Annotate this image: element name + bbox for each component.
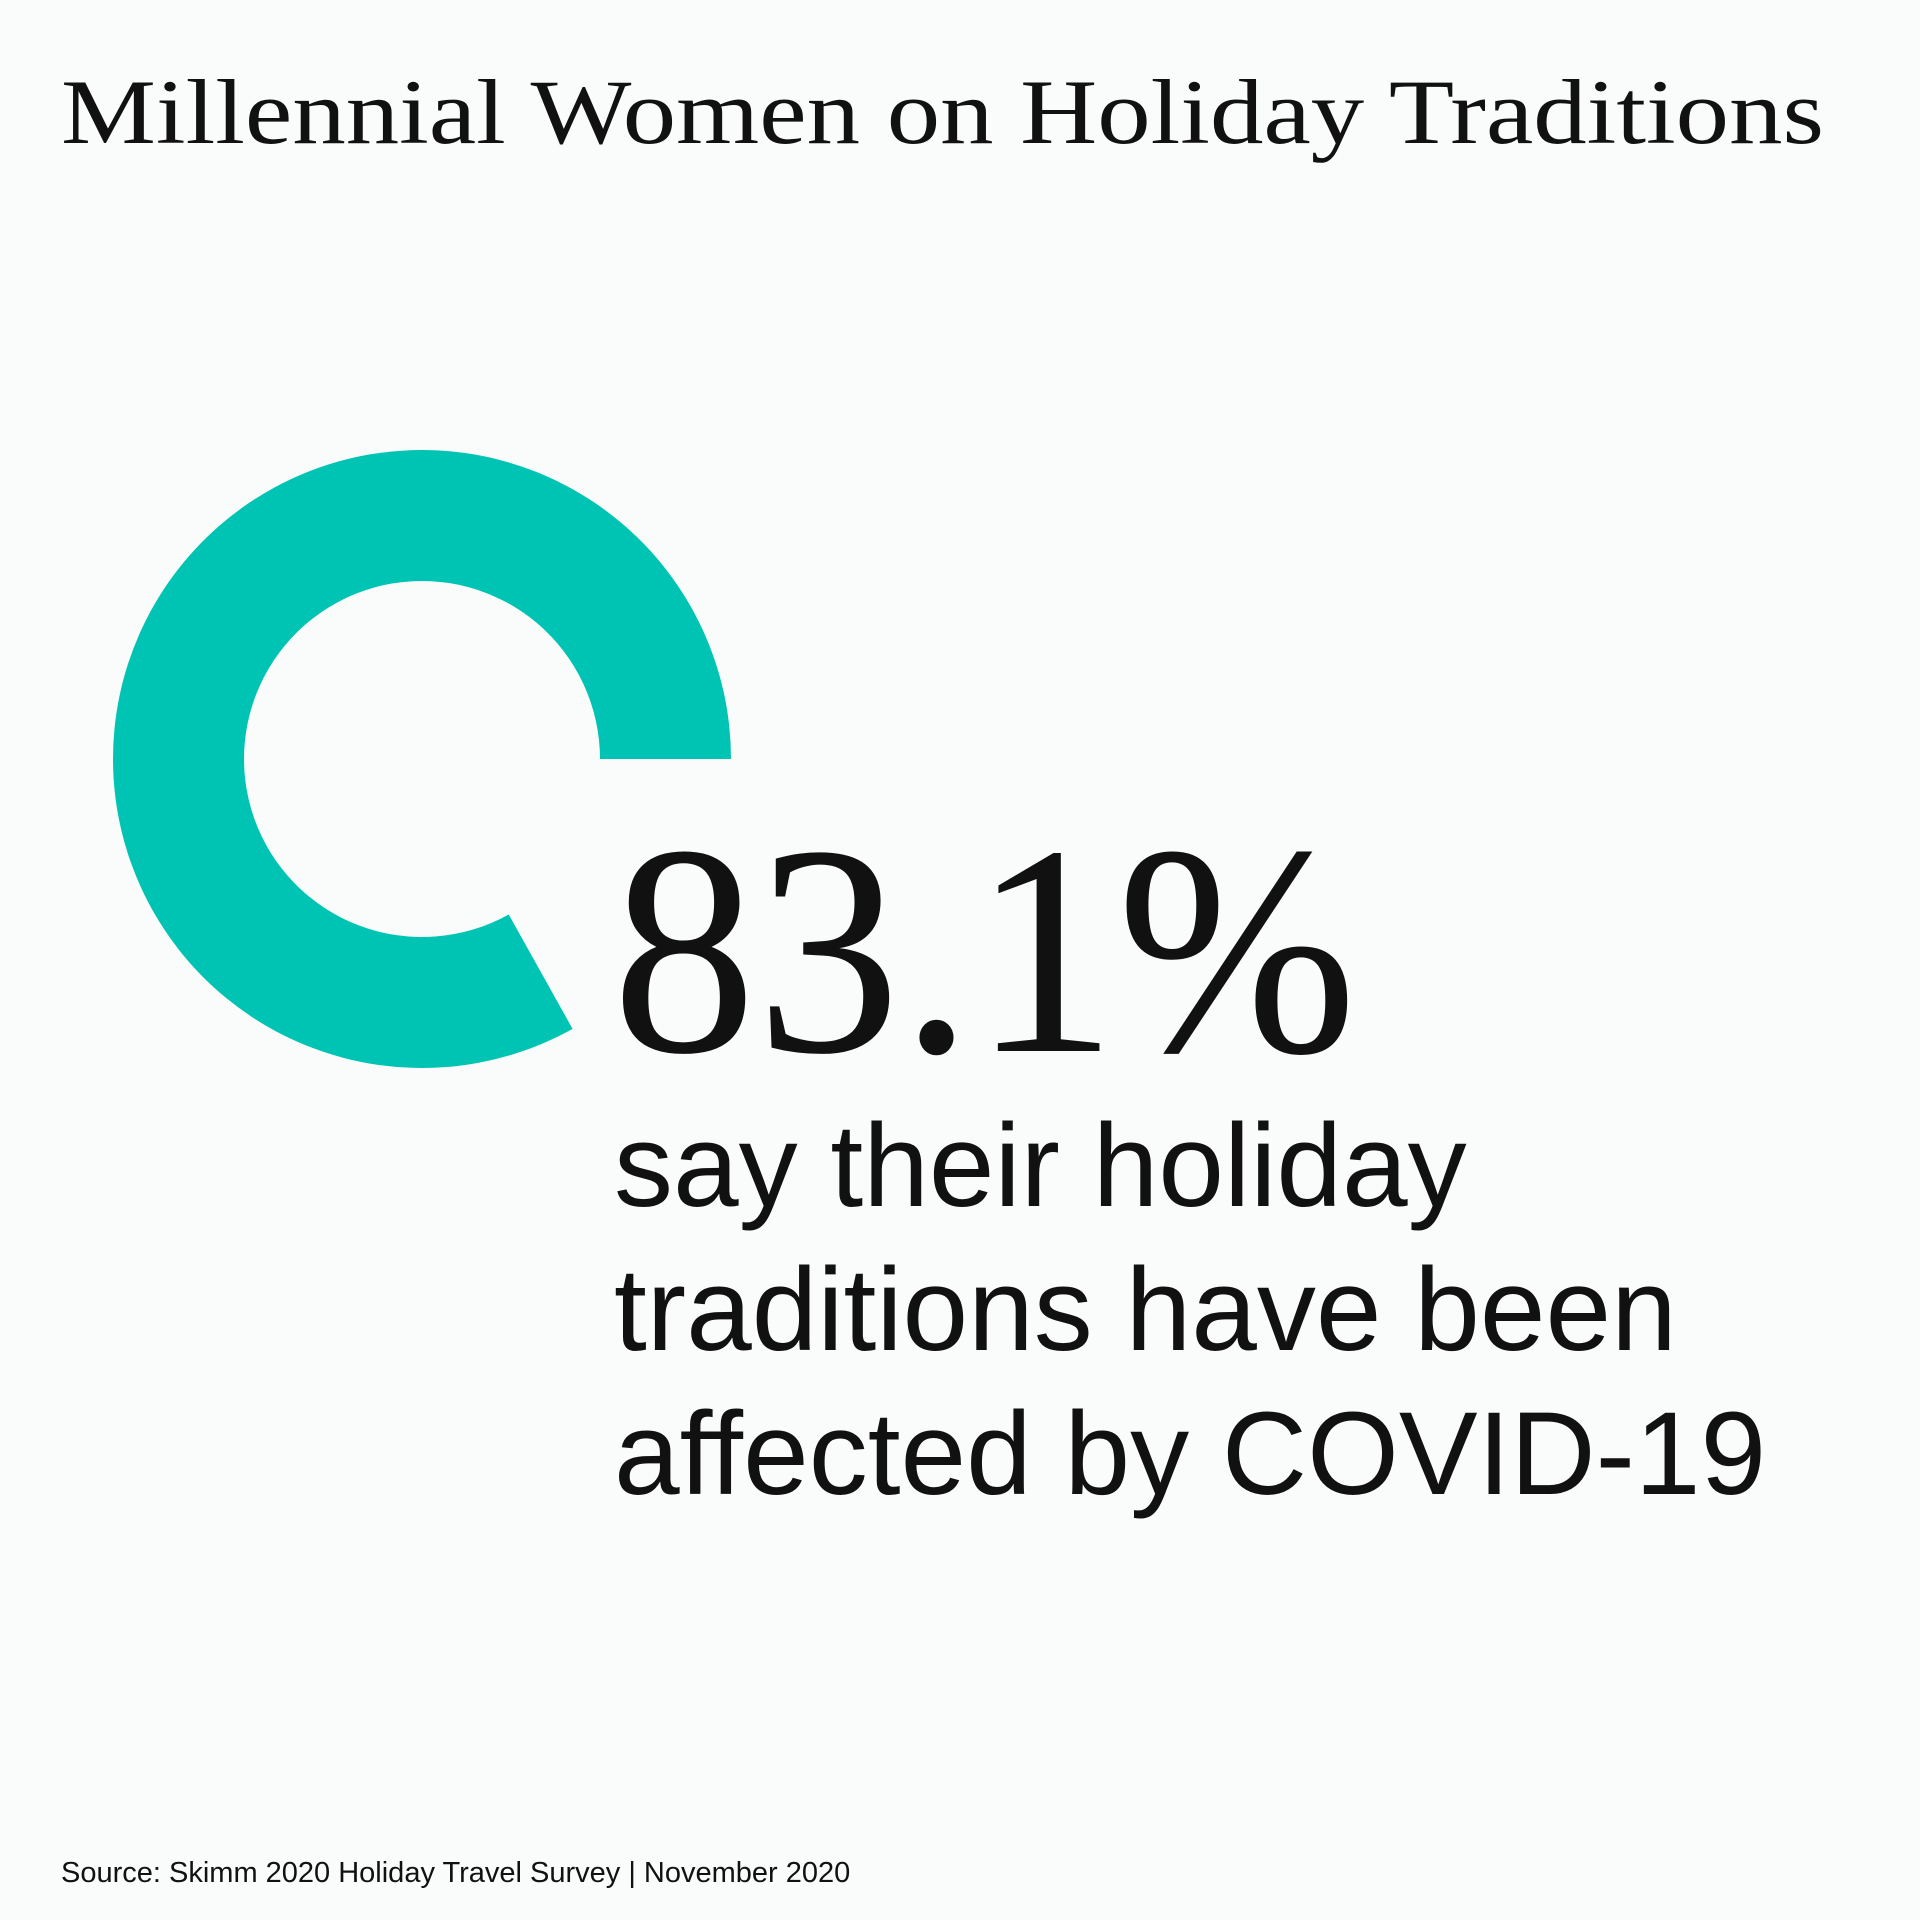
value-label: 83.1% [612, 784, 1357, 1116]
source: Source: Skimm 2020 Holiday Travel Survey… [61, 1857, 850, 1889]
donut-segment [113, 450, 731, 1068]
chart-title: Millennial Women on Holiday Traditions [61, 61, 1824, 163]
caption-line: affected by COVID-19 [614, 1388, 1766, 1520]
caption-line: say their holiday [614, 1100, 1467, 1232]
caption-line: traditions have been [614, 1244, 1677, 1376]
